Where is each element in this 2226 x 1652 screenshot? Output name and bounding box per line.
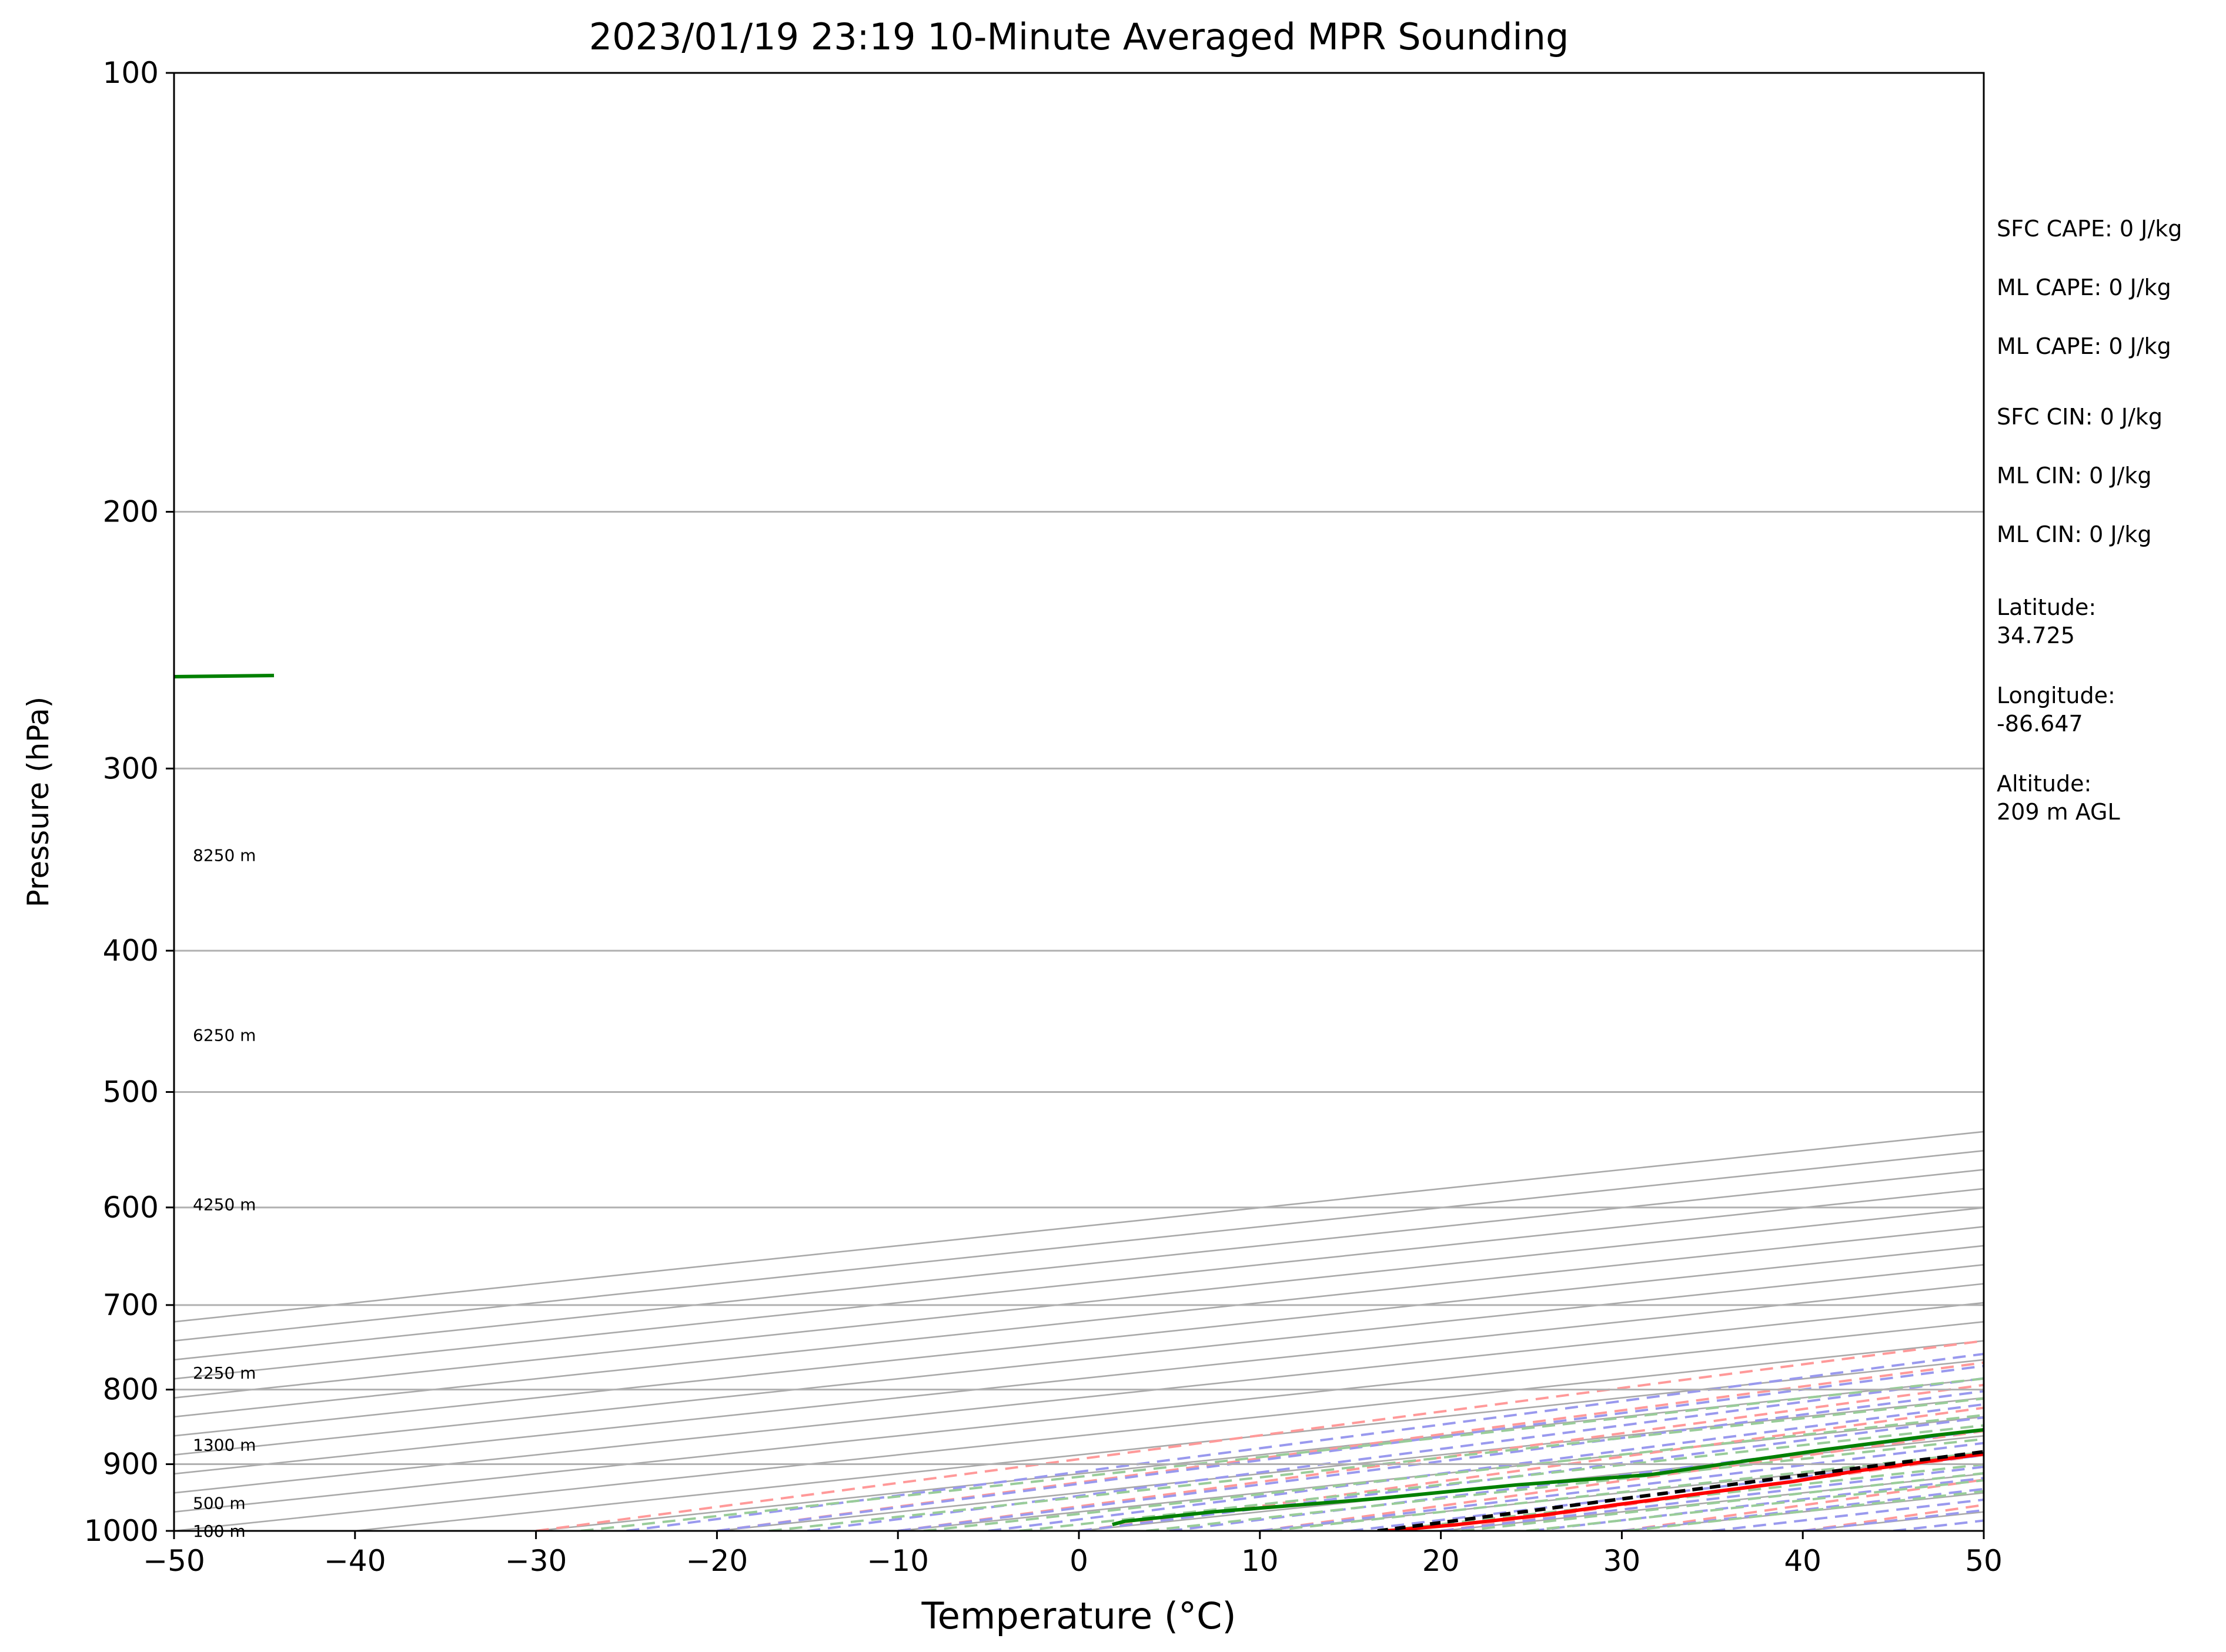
mixing-ratio-line [923,1414,1984,1531]
height-labels: 100 m 500 m 1300 m 2250 m 4250 m 6250 m 8250 m [193,846,256,1541]
y-tick-label: 400 [103,934,159,968]
chart-title: 2023/01/19 23:19 10-Minute Averaged MPR … [589,15,1569,58]
x-tick-label: −50 [143,1544,205,1578]
wind-barb [174,673,275,678]
mixing-ratio-line [1269,1451,1984,1531]
side-info-text: ML CAPE: 0 J/kg [1997,333,2171,359]
isotherm-line [174,1283,1984,1475]
isotherm-line [355,1359,1984,1531]
y-tick-label: 200 [103,495,159,529]
moist-adiabat-line [897,1390,1984,1531]
sounding-line [1112,1428,1984,1527]
height-label: 6250 m [193,1026,256,1045]
moist-adiabat-line [1078,1416,1984,1531]
isotherm-line [174,1149,1984,1342]
side-info-text: Latitude: 34.725 [1997,594,2096,648]
mixing-ratio-line [768,1397,1984,1531]
side-info-text: SFC CAPE: 0 J/kg [1997,216,2182,242]
moist-adiabat-line [626,1352,1984,1531]
isotherm-line [174,1226,1984,1418]
side-info-text: ML CIN: 0 J/kg [1997,463,2151,489]
isotherm-line [174,1206,1984,1399]
y-axis: 100 200 300 400 500 600 700 800 900 1000 [84,56,174,1548]
side-info-text: ML CIN: 0 J/kg [1997,521,2151,547]
isotherm-line [174,1245,1984,1437]
height-label: 100 m [193,1521,246,1541]
isotherm-line [174,1131,1984,1323]
isotherm-line [174,1169,1984,1361]
sounding-line [1386,1452,1984,1531]
side-info-text: Longitude: -86.647 [1997,683,2115,737]
y-tick-label: 500 [103,1075,159,1109]
x-tick-label: 50 [1965,1544,2003,1578]
side-info-text: Altitude: 209 m AGL [1997,771,2120,825]
height-label: 4250 m [193,1195,256,1214]
y-tick-label: 900 [103,1447,159,1482]
mixing-ratio-line [1526,1479,1984,1531]
x-tick-label: −30 [505,1544,567,1578]
dry-adiabat-line [897,1383,1984,1531]
background-lines [174,73,2226,1531]
x-tick-label: 20 [1422,1544,1460,1578]
mixing-ratio-line [1379,1463,1984,1531]
side-info-panel: SFC CAPE: 0 J/kg ML CAPE: 0 J/kg ML CAPE: … [1997,216,2182,825]
y-tick-label: 800 [103,1373,159,1407]
isotherm-line [174,1302,1984,1494]
height-label: 2250 m [193,1363,256,1383]
isotherm-line [174,1188,1984,1380]
dry-adiabat-line [1078,1406,1984,1531]
x-axis-label: Temperature (°C) [921,1594,1236,1637]
sounding-series [1112,1428,1984,1531]
height-label: 8250 m [193,846,256,865]
x-tick-label: 30 [1603,1544,1641,1578]
y-axis-label: Pressure (hPa) [21,697,55,908]
x-tick-label: 10 [1241,1544,1279,1578]
x-tick-label: 0 [1069,1544,1088,1578]
mixing-ratio-line [1019,1424,1984,1531]
mixing-ratio-line [580,1377,1984,1531]
y-tick-label: 1000 [84,1514,159,1548]
y-tick-label: 600 [103,1190,159,1225]
x-tick-label: −20 [686,1544,748,1578]
dry-adiabat-line [2165,73,2226,1531]
mixing-ratio-line [1461,1472,1984,1531]
dry-adiabat-line [536,1339,1984,1531]
height-label: 500 m [193,1494,246,1513]
x-axis: −50 −40 −30 −20 −10 0 10 20 30 40 50 [143,1531,2003,1578]
height-label: 1300 m [193,1436,256,1455]
x-tick-label: −40 [324,1544,386,1578]
isotherm-line [174,1263,1984,1456]
side-info-text: SFC CIN: 0 J/kg [1997,404,2163,430]
isotherm-line [174,1340,1984,1531]
grid-lines [174,73,1984,1531]
isotherm-line [536,1377,1984,1531]
side-info-text: ML CAPE: 0 J/kg [1997,275,2171,300]
y-tick-label: 700 [103,1288,159,1322]
mixing-ratio-line [1146,1437,1984,1531]
wind-barbs [174,673,275,678]
x-tick-label: −10 [867,1544,929,1578]
y-tick-label: 100 [103,56,159,90]
x-tick-label: 40 [1784,1544,1821,1578]
y-tick-label: 300 [103,751,159,785]
